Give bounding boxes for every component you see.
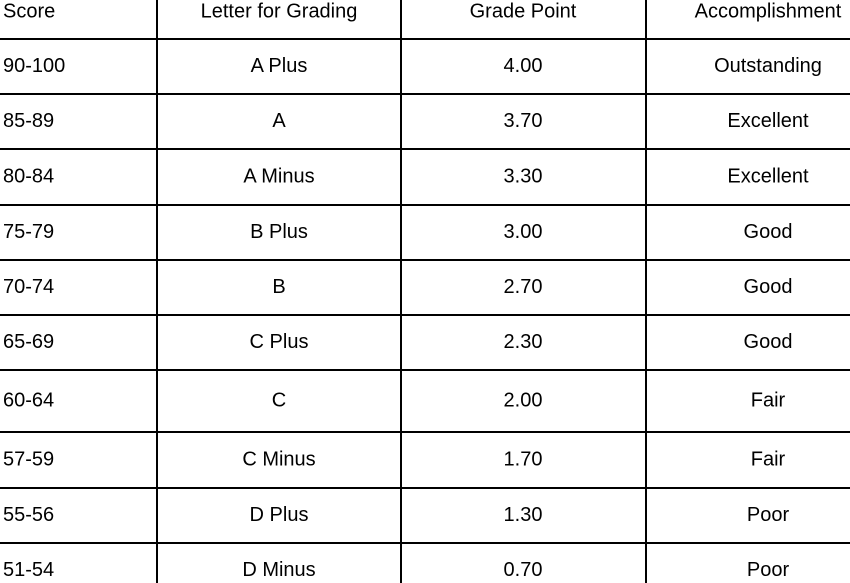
- table-cell: B: [272, 276, 285, 298]
- table-cell: 2.00: [504, 389, 543, 411]
- table-cell: 2.30: [504, 331, 543, 353]
- table-cell: Poor: [747, 504, 790, 526]
- table-cell: 3.30: [504, 165, 543, 187]
- table-cell: A Plus: [251, 55, 308, 77]
- table-cell: 60-64: [3, 389, 54, 411]
- table-cell: C: [272, 389, 286, 411]
- table-cell: 51-54: [3, 559, 54, 581]
- table-cell: Good: [744, 331, 793, 353]
- table-cell: 1.70: [504, 448, 543, 470]
- table-cell: 90-100: [3, 55, 65, 77]
- table-cell: Good: [744, 221, 793, 243]
- table-cell: Good: [744, 276, 793, 298]
- table-cell: 65-69: [3, 331, 54, 353]
- table-cell: 70-74: [3, 276, 54, 298]
- table-cell: 0.70: [504, 559, 543, 581]
- table-cell: A Minus: [243, 165, 314, 187]
- table-cell: 85-89: [3, 110, 54, 132]
- table-cell: 4.00: [504, 55, 543, 77]
- table-cell: Outstanding: [714, 55, 822, 77]
- header-cell: Grade Point: [470, 0, 577, 22]
- table-cell: Excellent: [727, 165, 809, 187]
- table-cell: 3.00: [504, 221, 543, 243]
- header-cell: Letter for Grading: [201, 0, 358, 22]
- table-cell: C Plus: [250, 331, 309, 353]
- table-cell: 3.70: [504, 110, 543, 132]
- header-cell: Accomplishment: [695, 0, 842, 22]
- table-cell: 1.30: [504, 504, 543, 526]
- table-cell: 55-56: [3, 504, 54, 526]
- table-cell: Fair: [751, 448, 786, 470]
- table-cell: 2.70: [504, 276, 543, 298]
- table-cell: D Minus: [242, 559, 315, 581]
- table-cell: 75-79: [3, 221, 54, 243]
- table-cell: A: [272, 110, 286, 132]
- table-cell: Fair: [751, 389, 786, 411]
- table-cell: D Plus: [250, 504, 309, 526]
- header-cell: Score: [3, 0, 55, 22]
- table-cell: Excellent: [727, 110, 809, 132]
- table-cell: 80-84: [3, 165, 54, 187]
- table-cell: 57-59: [3, 448, 54, 470]
- table-cell: B Plus: [250, 221, 308, 243]
- table-cell: Poor: [747, 559, 790, 581]
- table-cell: C Minus: [242, 448, 315, 470]
